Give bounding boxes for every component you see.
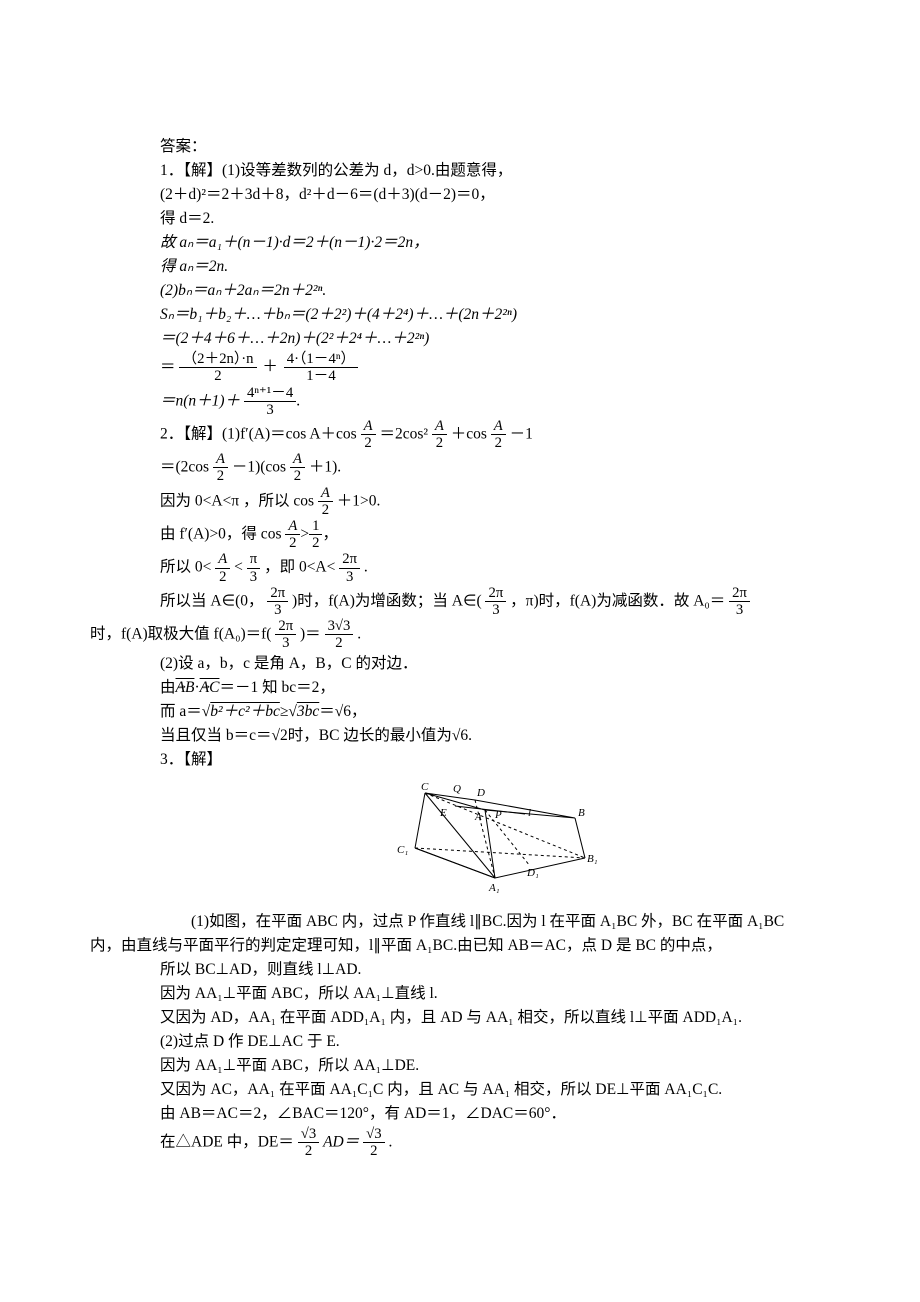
p1-line8: ＝(2＋4＋6＋…＋2n)＋(2²＋2⁴＋…＋2²ⁿ) [160,327,830,351]
p2-2-line4: 当且仅当 b＝c＝√2时，BC 边长的最小值为√6. [160,724,830,748]
p31d: 因为 AA₁⊥平面 ABC，所以 AA₁⊥直线 l. [160,982,830,1006]
p2-line7: 时，f(A)取极大值 f(A₀)＝f( 2π3 )＝ 3√32 . [90,618,830,651]
p1-line7: Sₙ＝b₁＋b₂＋…＋bₙ＝(2＋2²)＋(4＋2⁴)＋…＋(2n＋2²ⁿ) [160,303,830,327]
heading: 答案： [160,135,830,159]
p32b: 因为 AA₁⊥平面 ABC，所以 AA₁⊥DE. [160,1054,830,1078]
p1-line5: 得 aₙ＝2n. [160,255,830,279]
p31e: 又因为 AD，AA₁ 在平面 ADD₁A₁ 内，且 AD 与 AA₁ 相交，所以… [160,1006,830,1030]
p1-line3: 得 d＝2. [160,207,830,231]
p31c: 所以 BC⊥AD，则直线 l⊥AD. [160,958,830,982]
text: 在△ADE 中，DE＝ [160,1133,294,1150]
text: －1 [510,425,533,442]
p2-line1: 2．【解】(1)f′(A)＝cos A＋cos A2 ＝2cos² A2 ＋co… [160,418,830,451]
text: ，即 0<A< [264,559,335,576]
label-A: A [474,811,482,823]
text: ＝n(n＋1)＋ [160,392,240,409]
p2-line2: ＝(2cos A2 －1)(cos A2 ＋1). [160,451,830,484]
frac: 4·（1－4ⁿ） 1－4 [284,351,358,384]
p1-line9: ＝ （2＋2n）·n 2 ＋ 4·（1－4ⁿ） 1－4 [160,351,830,384]
label-P: P [494,809,502,821]
p2-2-line3: 而 a＝√b²＋c²＋bc≥√3bc＝√6， [160,700,830,724]
text: 所以当 A∈(0， [160,592,263,609]
text: 由 f′(A)>0，得 cos [160,525,285,542]
label-B1: B₁ [587,853,598,865]
label-B: B [578,807,585,819]
text: ＋cos [451,425,491,442]
p32c: 又因为 AC，AA₁ 在平面 AA₁C₁C 内，且 AC 与 AA₁ 相交，所以… [160,1078,830,1102]
label-C: C [421,781,429,793]
p32d: 由 AB＝AC＝2，∠BAC＝120°，有 AD＝1，∠DAC＝60°． [160,1102,830,1126]
text: ，π)时，f(A)为减函数．故 A₀＝ [510,592,725,609]
text: 时，f(A)取极大值 f(A₀)＝f( [90,625,271,642]
p32e: 在△ADE 中，DE＝ √32 AD＝ √32 . [160,1126,830,1159]
eq-text: ＝ [160,358,176,375]
text: ＝(2cos [160,459,213,476]
p1-line1: 1．【解】(1)设等差数列的公差为 d，d>0.由题意得， [160,159,830,183]
prism-diagram: C Q D E A P l B C₁ A₁ D₁ B₁ [160,778,830,906]
p2-line6: 所以当 A∈(0， 2π3 )时，f(A)为增函数；当 A∈( 2π3 ，π)时… [160,585,830,618]
p2-2-line2: 由→AB·→AC＝－1 知 bc＝2， [160,676,830,700]
answer-page: 答案： 1．【解】(1)设等差数列的公差为 d，d>0.由题意得， (2＋d)²… [0,0,920,1302]
text: ＝2cos² [379,425,428,442]
p1-line6: (2)bₙ＝aₙ＋2aₙ＝2n＋2²ⁿ. [160,279,830,303]
p1-line4: 故 aₙ＝a₁＋(n－1)·d＝2＋(n－1)·2＝2n， [160,231,830,255]
p1-line2: (2＋d)²＝2＋3d＋8，d²＋d－6＝(d＋3)(d－2)＝0， [160,183,830,207]
label-D1: D₁ [526,867,539,879]
text: )＝ [300,625,321,642]
p2-line3: 因为 0<A<π ，所以 cos A2 ＋1>0. [160,485,830,518]
label-l: l [528,807,531,819]
p2-line4: 由 f′(A)>0，得 cos A2>12， [160,518,830,551]
text: ＋1). [309,459,341,476]
label-Q: Q [453,783,461,795]
text: 因为 0<A<π ，所以 cos [160,492,318,509]
p31a: (1)如图，在平面 ABC 内，过点 P 作直线 l∥BC.因为 l 在平面 A… [160,910,830,934]
label-E: E [439,807,447,819]
text: 所以 0< [160,559,211,576]
p1-line10: ＝n(n＋1)＋ 4ⁿ⁺¹－4 3 . [160,385,830,418]
label-A1: A₁ [488,882,500,894]
p3-head: 3．【解】 [160,748,830,772]
p32a: (2)过点 D 作 DE⊥AC 于 E. [160,1030,830,1054]
text: ＋1>0. [337,492,381,509]
text: －1)(cos [232,459,290,476]
text: AD＝ [323,1133,359,1150]
p2-2-line1: (2)设 a，b，c 是角 A，B，C 的对边． [160,652,830,676]
text: )时，f(A)为增函数；当 A∈( [292,592,482,609]
p2-line5: 所以 0< A2 < π3 ，即 0<A< 2π3 . [160,551,830,584]
text: 2．【解】(1)f′(A)＝cos A＋cos [160,425,361,442]
label-C1: C₁ [397,844,408,856]
label-D: D [476,787,485,799]
frac: （2＋2n）·n 2 [179,351,256,384]
p31b: 内，由直线与平面平行的判定定理可知，l∥平面 A₁BC.由已知 AB＝AC，点 … [90,934,830,958]
frac: 4ⁿ⁺¹－4 3 [244,385,296,418]
